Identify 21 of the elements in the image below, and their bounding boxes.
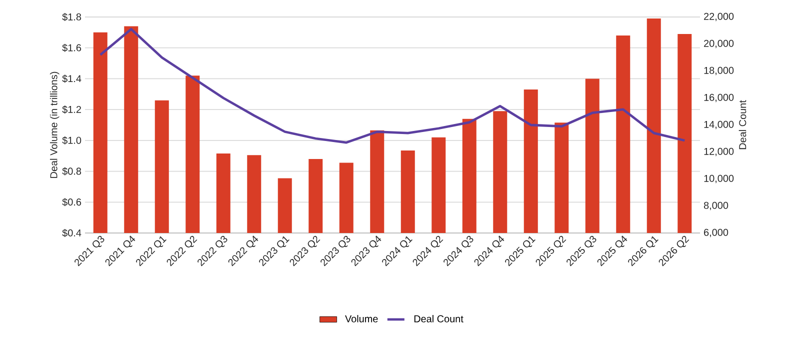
y-tick-label: $1.4 (62, 74, 82, 83)
y-axis-title: Deal Volume (in trillions) (50, 72, 60, 178)
y-tick-label: $0.8 (62, 167, 82, 176)
y2-tick-label: 8,000 (704, 202, 728, 210)
y-tick-label: $1.2 (62, 106, 81, 114)
y2-tick-label: 22,000 (704, 12, 734, 22)
y2-tick-label: 6,000 (704, 228, 728, 238)
y2-tick-label: 10,000 (704, 174, 734, 184)
y-tick-label: $0.4 (62, 228, 82, 238)
y-tick-label: $1.8 (62, 12, 82, 22)
y2-tick-label: 14,000 (704, 120, 734, 130)
y2-tick-label: 18,000 (704, 66, 734, 76)
legend-label: Volume (345, 315, 378, 322)
y-tick-label: $1.0 (62, 136, 82, 144)
y2-axis-title: Deal Count (738, 100, 746, 150)
y2-tick-label: 20,000 (704, 40, 734, 48)
y-tick-label: $1.6 (62, 44, 82, 52)
y2-tick-label: 16,000 (704, 94, 734, 102)
y2-tick-label: 12,000 (704, 148, 734, 156)
y-tick-label: $0.6 (62, 198, 82, 206)
legend-label: Deal Count (414, 315, 464, 322)
